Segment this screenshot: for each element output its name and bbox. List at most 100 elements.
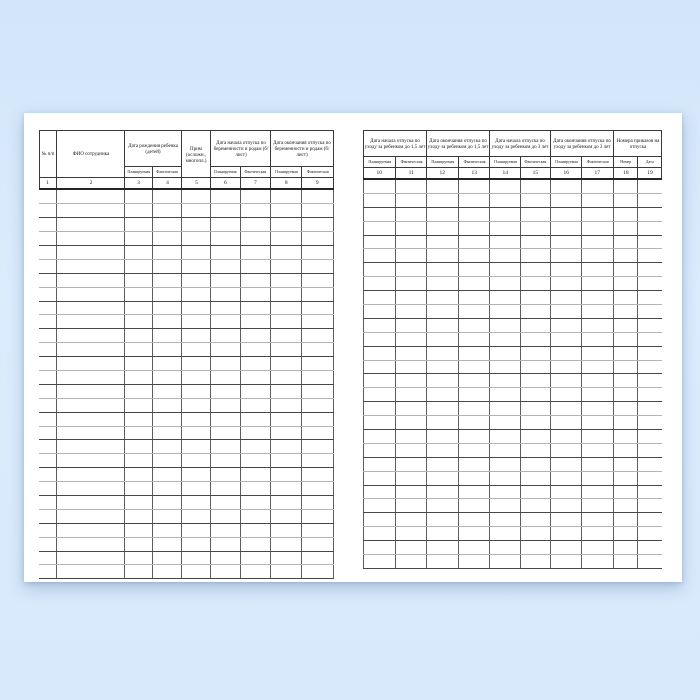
empty-data-cell	[458, 443, 491, 458]
empty-data-cell	[637, 498, 662, 514]
empty-data-cell	[56, 356, 125, 371]
empty-data-cell	[520, 248, 552, 264]
empty-data-cell	[426, 360, 460, 375]
empty-data-cell	[39, 453, 57, 469]
empty-data-cell	[458, 429, 491, 444]
column-group-label: Дата начала отпуска по уходу за ребенком…	[364, 137, 426, 149]
table-row	[363, 526, 662, 542]
empty-data-cell	[240, 495, 272, 510]
empty-data-cell	[520, 276, 552, 292]
empty-data-cell	[210, 439, 242, 455]
empty-data-cell	[613, 276, 639, 292]
empty-data-cell	[363, 554, 396, 569]
empty-data-cell	[39, 273, 57, 288]
empty-data-cell	[394, 318, 428, 333]
empty-data-cell	[39, 551, 57, 566]
empty-data-cell	[240, 342, 272, 358]
empty-data-cell	[550, 485, 583, 500]
empty-data-cell	[520, 346, 552, 361]
table-row	[39, 301, 335, 316]
empty-data-cell	[550, 471, 583, 486]
empty-data-cell	[39, 495, 57, 510]
empty-data-cell	[613, 387, 639, 403]
column-number: 17	[594, 169, 601, 176]
column-group-header: ФИО сотрудника	[56, 129, 125, 179]
empty-data-cell	[426, 332, 460, 347]
table-row	[363, 512, 662, 528]
empty-data-cell	[637, 346, 662, 361]
column-number-cell: 7	[240, 177, 272, 191]
column-number-cell: 11	[394, 167, 428, 180]
column-group-label: Прим (осложн., многопл.)	[185, 145, 207, 163]
empty-data-cell	[363, 179, 396, 194]
empty-data-cell	[151, 495, 183, 510]
empty-data-cell	[270, 189, 303, 205]
table-row	[363, 207, 662, 222]
empty-data-cell	[181, 301, 212, 316]
sub-column-header: Планируемая	[270, 166, 303, 179]
table-row	[363, 193, 662, 208]
empty-data-cell	[394, 262, 428, 278]
column-number-cell: 10	[363, 167, 396, 180]
empty-data-cell	[550, 346, 583, 361]
empty-data-cell	[124, 537, 153, 552]
column-number: 13	[471, 169, 477, 176]
empty-data-cell	[240, 439, 272, 455]
column-number-cell: 1	[39, 177, 57, 191]
empty-data-cell	[489, 318, 522, 333]
empty-data-cell	[151, 259, 183, 274]
empty-data-cell	[363, 193, 396, 208]
group-header-row: Дата начала отпуска по уходу за ребенком…	[362, 130, 663, 157]
empty-data-cell	[394, 235, 428, 250]
empty-data-cell	[489, 485, 522, 500]
empty-data-cell	[181, 342, 212, 358]
empty-data-cell	[151, 523, 183, 538]
empty-data-cell	[301, 523, 335, 538]
empty-data-cell	[637, 304, 662, 319]
table-body	[363, 179, 662, 569]
empty-data-cell	[301, 301, 335, 316]
empty-data-cell	[56, 342, 125, 358]
empty-data-cell	[581, 401, 615, 417]
empty-data-cell	[550, 498, 583, 514]
empty-data-cell	[426, 346, 460, 361]
empty-data-cell	[181, 259, 212, 274]
column-number: 3	[137, 180, 140, 187]
empty-data-cell	[151, 564, 183, 580]
empty-data-cell	[458, 221, 491, 236]
column-number: 16	[563, 169, 569, 176]
column-group-label: Дата начала отпуска по беременности и ро…	[213, 139, 268, 158]
empty-data-cell	[363, 290, 396, 306]
empty-data-cell	[550, 443, 583, 458]
empty-data-cell	[240, 481, 272, 496]
empty-data-cell	[210, 564, 242, 580]
column-number-cell: 2	[56, 177, 125, 191]
table-row	[363, 415, 662, 431]
empty-data-cell	[458, 512, 491, 528]
empty-data-cell	[181, 495, 212, 510]
empty-data-cell	[210, 453, 242, 469]
sub-column-label: Планируемая	[554, 159, 578, 164]
empty-data-cell	[151, 245, 183, 260]
empty-data-cell	[151, 453, 183, 469]
empty-data-cell	[394, 387, 428, 403]
empty-data-cell	[520, 318, 552, 333]
table-row	[363, 262, 662, 278]
empty-data-cell	[489, 248, 522, 264]
empty-data-cell	[550, 235, 583, 250]
empty-data-cell	[363, 360, 396, 375]
empty-data-cell	[613, 346, 639, 361]
empty-data-cell	[181, 523, 212, 538]
column-group-header: Дата начала отпуска по уходу за ребенком…	[362, 130, 428, 157]
empty-data-cell	[124, 551, 153, 566]
column-number: 11	[408, 169, 414, 176]
column-number: 10	[376, 169, 383, 176]
empty-data-cell	[124, 217, 153, 233]
sub-column-header: Планируемая	[489, 156, 522, 168]
table-row	[39, 342, 335, 358]
empty-data-cell	[520, 401, 552, 417]
empty-data-cell	[581, 415, 615, 431]
empty-data-cell	[270, 273, 303, 288]
empty-data-cell	[181, 509, 212, 524]
empty-data-cell	[363, 457, 396, 472]
